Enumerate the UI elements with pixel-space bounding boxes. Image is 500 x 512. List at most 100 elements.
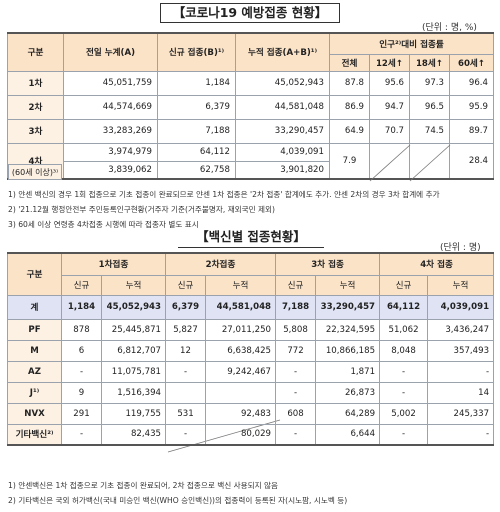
cell: 6,644 [315,423,381,446]
cell: 6 [61,339,102,362]
cell: 1,516,394 [100,381,167,404]
cell: 878 [61,318,102,341]
table-row: M 6 6,812,707 12 6,638,425 772 10,866,18… [7,339,495,362]
cell: 25,445,871 [100,318,167,341]
col-header-dose4: 4차 접종 [379,252,495,276]
cell: 6,379 [165,294,207,320]
cell-age60: 96.4 [448,70,495,96]
col-header-new: 신규 접종(B)¹⁾ [157,32,236,72]
cell-age18: 74.5 [409,118,450,144]
row-label: J¹⁾ [7,381,62,404]
cell-age18-empty [409,142,450,180]
note: 3) 60세 이상 연령층 4차접종 시행에 따라 접종자 별도 표시 [8,220,199,229]
cell: 80,029 [205,423,277,446]
cell-empty [165,381,207,404]
col-header-dose3: 3차 접종 [275,252,381,276]
cell: - [61,423,102,446]
col-header-dose1: 1차접종 [60,252,167,276]
col-header-prev-total: 전일 누계(A) [63,32,158,72]
cell-age12: 94.7 [369,94,410,120]
col-header-new: 신규 [275,274,317,296]
section2-notes: 1) 얀센백신은 1차 접종으로 기초 접종이 완료되어, 2차 접종으로 백신… [8,478,496,508]
col-header-age12: 12세↑ [369,53,410,72]
row-label: 기타백신²⁾ [7,423,62,446]
cell: 44,581,048 [205,294,277,320]
note: 1) 얀센 백신의 경우 1회 접종으로 기초 접종이 완료되므로 얀센 1차 … [8,190,440,199]
cell: 9 [61,381,102,404]
cell: 6,812,707 [100,339,167,362]
row-label: AZ [7,360,62,383]
cell: 64,289 [315,402,381,425]
cell: - [275,360,317,383]
cell-prev: 44,574,669 [63,94,158,120]
col-header-age60: 60세↑ [448,53,495,72]
cell: 8,048 [379,339,429,362]
cell: - [379,360,429,383]
table-row: J¹⁾ 9 1,516,394 - 26,873 - 14 [7,381,495,404]
cell: 27,011,250 [205,318,277,341]
cell-age18: 97.3 [409,70,450,96]
cell-prev: 3,839,062 [63,160,158,180]
cell: 608 [275,402,317,425]
cell: 22,324,595 [315,318,381,341]
vaccine-type-table: 구분 1차접종 2차접종 3차 접종 4차 접종 신규 누적 신규 누적 신규 … [7,252,495,446]
cell-new: 6,379 [157,94,236,120]
section1-notes: 1) 얀센 백신의 경우 1회 접종으로 기초 접종이 완료되므로 얀센 1차 … [8,187,496,232]
col-header-category: 구분 [7,32,64,72]
cell: - [379,381,429,404]
table-row: 3차 33,283,269 7,188 33,290,457 64.9 70.7… [7,118,495,144]
note: 2) '21.12월 행정안전부 주민등록인구현황(거주자 기준(거주불명자, … [8,205,275,214]
cell: 11,075,781 [100,360,167,383]
cell-prev: 3,974,979 [63,142,158,162]
cell: 5,827 [165,318,207,341]
cell: 1,184 [61,294,102,320]
cell: 5,808 [275,318,317,341]
cell: 531 [165,402,207,425]
cell: - [61,360,102,383]
cell: - [165,423,207,446]
cell-age12-empty [369,142,410,180]
col-header-cum: 누적 [100,274,167,296]
table-row: 2차 44,574,669 6,379 44,581,048 86.9 94.7… [7,94,495,120]
cell: 9,242,467 [205,360,277,383]
col-header-category: 구분 [7,252,62,296]
cell-prev: 45,051,759 [63,70,158,96]
cell: 10,866,185 [315,339,381,362]
col-header-new: 신규 [379,274,429,296]
cell: 12 [165,339,207,362]
cell-empty [205,381,277,404]
cell: - [379,423,429,446]
cell-all: 7.9 [329,142,370,180]
cell-new: 64,112 [157,142,236,162]
section2-title: 【백신별 접종현황】 [178,228,324,248]
col-header-cum: 누적 [205,274,277,296]
vaccination-status-table: 구분 전일 누계(A) 신규 접종(B)¹⁾ 누적 접종(A+B)¹⁾ 인구²⁾… [7,32,495,180]
cell: - [275,381,317,404]
row-label: 3차 [7,118,64,144]
cell: - [275,423,317,446]
cell-cum: 3,901,820 [235,160,330,180]
table-row: 4차 3,974,979 64,112 4,039,091 7.9 28.4 [7,142,495,180]
cell-age18: 96.5 [409,94,450,120]
cell: 26,873 [315,381,381,404]
cell-age12: 95.6 [369,70,410,96]
cell-age60: 89.7 [448,118,495,144]
row-label: 2차 [7,94,64,120]
row-label: PF [7,318,62,341]
cell: 1,871 [315,360,381,383]
cell-new: 62,758 [157,160,236,180]
table-row: 1차 45,051,759 1,184 45,052,943 87.8 95.6… [7,70,495,96]
cell: 772 [275,339,317,362]
cell: - [427,423,495,446]
col-header-pop-rate: 인구²⁾대비 접종률 [328,32,495,55]
cell: 7,188 [275,294,317,320]
row-label: 1차 [7,70,64,96]
col-header-cum: 누적 [315,274,381,296]
table-row: 기타백신²⁾ - 82,435 - 80,029 - 6,644 - - [7,423,495,446]
note: 2) 기타백신은 국외 허가백신(국내 미승인 백신(WHO 승인백신))의 접… [8,496,348,505]
cell: 291 [61,402,102,425]
cell-all: 86.9 [329,94,370,120]
cell: 45,052,943 [100,294,167,320]
cell: 14 [427,381,495,404]
cell-cum: 44,581,048 [235,94,330,120]
